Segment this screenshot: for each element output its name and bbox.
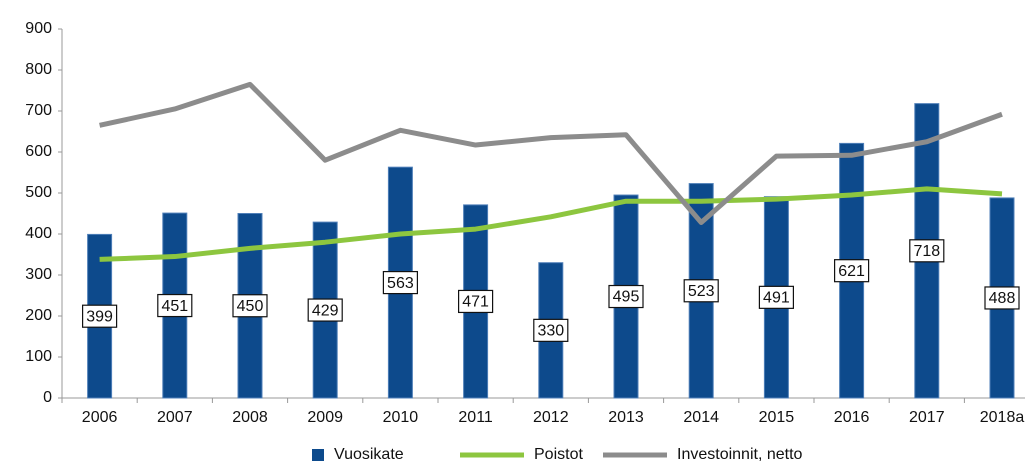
x-tick-label: 2016 — [834, 409, 870, 426]
x-tick-label: 2006 — [82, 409, 118, 426]
x-tick-label: 2010 — [383, 409, 419, 426]
label-box — [81, 304, 118, 328]
data-label: 471 — [462, 294, 489, 311]
y-tick-label: 400 — [25, 225, 52, 242]
line — [99, 186, 1003, 262]
label-box — [833, 259, 870, 283]
x-tick-label: 2014 — [683, 409, 719, 426]
y-tick-label: 900 — [25, 20, 52, 37]
y-tick-label: 700 — [25, 102, 52, 119]
legend-label: Investoinnit, netto — [677, 446, 803, 463]
x-tick-label: 2012 — [533, 409, 569, 426]
data-label: 621 — [838, 263, 865, 280]
x-tick-label: 2009 — [307, 409, 343, 426]
y-tick-label: 500 — [25, 184, 52, 201]
y-tick-label: 800 — [25, 61, 52, 78]
label-box — [683, 279, 719, 303]
label-box — [307, 298, 343, 322]
label-box — [232, 294, 268, 318]
data-label: 563 — [387, 275, 414, 292]
x-tick-label: 2015 — [759, 409, 795, 426]
y-tick-label: 100 — [25, 348, 52, 365]
data-label: 450 — [237, 298, 264, 315]
label-box — [157, 293, 193, 318]
data-label: 488 — [989, 290, 1016, 307]
legend-label: Poistot — [534, 446, 583, 463]
x-tick-label: 2017 — [909, 409, 945, 426]
data-label: 330 — [537, 323, 564, 340]
y-tick-label: 300 — [25, 266, 52, 283]
label-box — [458, 289, 494, 314]
label-box — [909, 239, 945, 263]
y-tick-label: 200 — [25, 307, 52, 324]
x-tick-label: 2013 — [608, 409, 644, 426]
label-box — [382, 270, 418, 295]
x-tick-label: 2011 — [458, 409, 493, 426]
data-label: 718 — [913, 243, 940, 260]
legend-label: Vuosikate — [334, 446, 404, 463]
data-label: 399 — [86, 308, 113, 325]
y-tick-label: 600 — [25, 143, 52, 160]
x-tick-label: 2018a — [980, 409, 1025, 426]
line — [99, 81, 1003, 226]
x-tick-label: 2007 — [157, 409, 193, 426]
label-box — [533, 318, 569, 342]
data-label: 523 — [688, 283, 715, 300]
data-label: 451 — [161, 298, 188, 315]
data-label: 495 — [613, 289, 640, 306]
y-tick-label: 0 — [43, 389, 52, 406]
label-box — [984, 286, 1020, 310]
label-box — [608, 284, 644, 309]
data-label: 491 — [763, 290, 790, 307]
data-label: 429 — [312, 302, 339, 319]
label-box — [758, 285, 795, 309]
legend-swatch — [312, 449, 324, 461]
x-tick-label: 2008 — [232, 409, 268, 426]
